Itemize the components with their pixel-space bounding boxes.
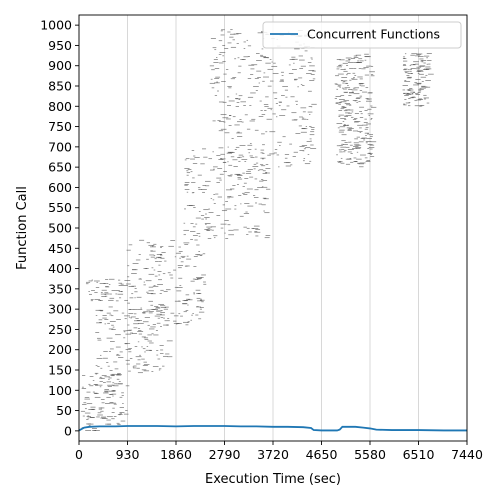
legend: Concurrent Functions — [262, 21, 462, 49]
series-line — [78, 425, 467, 432]
y-tick-label: 100 — [48, 383, 72, 398]
function-call-segments — [80, 29, 434, 431]
x-axis-label: Execution Time (sec) — [205, 472, 341, 487]
axes: 0 930 1860 2790 3720 4650 5580 6510 7440 0 50 100 15… — [40, 14, 483, 462]
y-tick-label: 800 — [48, 99, 72, 114]
y-tick-label: 300 — [48, 302, 72, 317]
y-tick-label: 450 — [48, 241, 72, 256]
y-tick-label: 0 — [64, 423, 72, 438]
y-tick-label: 900 — [48, 58, 72, 73]
grid-lines — [78, 15, 468, 441]
y-tick-label: 500 — [48, 221, 72, 236]
x-tick-label: 6510 — [403, 447, 435, 462]
y-tick-label: 350 — [48, 281, 72, 296]
y-tick-label: 250 — [48, 322, 72, 337]
y-tick-label: 600 — [48, 180, 72, 195]
y-tick-label: 50 — [56, 403, 72, 418]
y-tick-label: 400 — [48, 261, 72, 276]
legend-box — [262, 21, 462, 49]
x-tick-label: 7440 — [451, 447, 483, 462]
y-axis-label: Function Call — [15, 186, 30, 270]
y-tick-label: 550 — [48, 200, 72, 215]
y-tick-label: 1000 — [40, 18, 72, 33]
x-tick-label: 930 — [116, 447, 140, 462]
y-tick-label: 850 — [48, 79, 72, 94]
y-tick-label: 650 — [48, 160, 72, 175]
series-lines — [78, 425, 467, 432]
y-tick-label: 150 — [48, 363, 72, 378]
y-tick-label: 200 — [48, 342, 72, 357]
x-tick-label: 3720 — [257, 447, 289, 462]
x-tick-label: 2790 — [209, 447, 241, 462]
x-tick-label: 5580 — [354, 447, 386, 462]
y-tick-label: 950 — [48, 38, 72, 53]
x-tick-label: 1860 — [160, 447, 192, 462]
y-tick-label: 750 — [48, 119, 72, 134]
y-tick-label: 700 — [48, 139, 72, 154]
x-tick-label: 0 — [75, 447, 83, 462]
legend-label: Concurrent Functions — [307, 27, 440, 42]
x-tick-label: 4650 — [306, 447, 338, 462]
